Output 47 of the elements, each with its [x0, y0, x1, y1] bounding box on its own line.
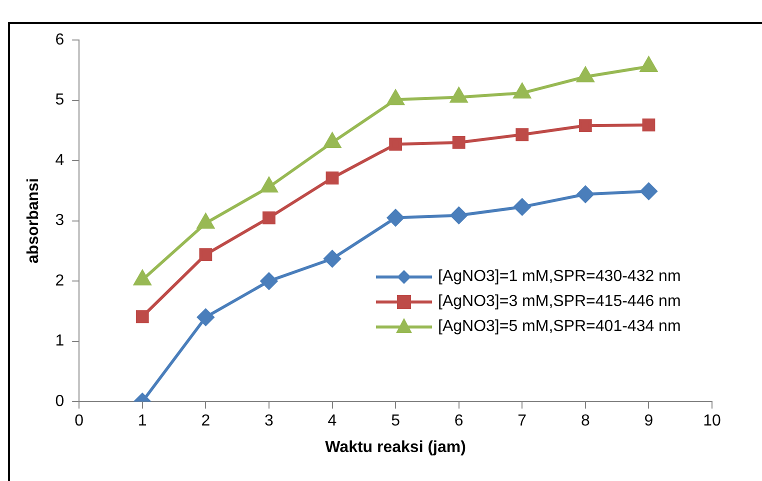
y-tick-label: 4 — [55, 152, 64, 169]
point — [576, 67, 594, 82]
x-axis-title: Waktu reaksi (jam) — [325, 438, 466, 456]
legend-label: [AgNO3]=1 mM,SPR=430-432 nm — [438, 268, 681, 286]
point — [576, 186, 594, 203]
y-tick-label: 0 — [55, 393, 64, 410]
point — [450, 206, 468, 224]
point — [387, 90, 404, 106]
x-tick-label: 4 — [328, 412, 337, 430]
point — [514, 84, 531, 99]
point — [389, 138, 402, 151]
point — [387, 209, 404, 226]
x-tick-label: 6 — [454, 412, 464, 430]
point — [452, 136, 466, 149]
point — [326, 172, 339, 184]
point — [197, 308, 214, 326]
point — [136, 310, 149, 324]
point — [260, 178, 278, 193]
x-tick-label: 7 — [518, 412, 527, 430]
x-tick-label: 10 — [703, 412, 721, 430]
x-tick-label: 0 — [74, 412, 84, 430]
point — [578, 119, 592, 132]
x-tick-label: 1 — [138, 412, 147, 430]
legend-label: [AgNO3]=5 mM,SPR=401-434 nm — [438, 318, 681, 336]
point — [324, 250, 341, 268]
y-tick-label: 6 — [55, 31, 64, 48]
point — [642, 118, 656, 132]
y-tick-label: 1 — [55, 332, 64, 350]
x-tick-label: 8 — [580, 412, 590, 430]
point — [260, 272, 278, 290]
y-tick-label: 5 — [55, 92, 64, 109]
x-tick-label: 9 — [644, 412, 654, 430]
point — [640, 182, 658, 200]
point — [516, 128, 529, 142]
y-tick-label: 3 — [55, 212, 64, 230]
y-axis-title: absorbansi — [25, 178, 42, 264]
x-tick-label: 5 — [391, 412, 400, 430]
point — [324, 132, 341, 148]
y-tick-label: 2 — [55, 272, 64, 290]
point — [450, 88, 468, 103]
x-tick-label: 2 — [201, 412, 210, 430]
point — [199, 248, 212, 261]
x-tick-label: 3 — [264, 412, 274, 430]
point — [514, 198, 531, 216]
point — [640, 57, 658, 72]
legend-label: [AgNO3]=3 mM,SPR=415-446 nm — [438, 292, 681, 310]
point — [262, 211, 276, 224]
